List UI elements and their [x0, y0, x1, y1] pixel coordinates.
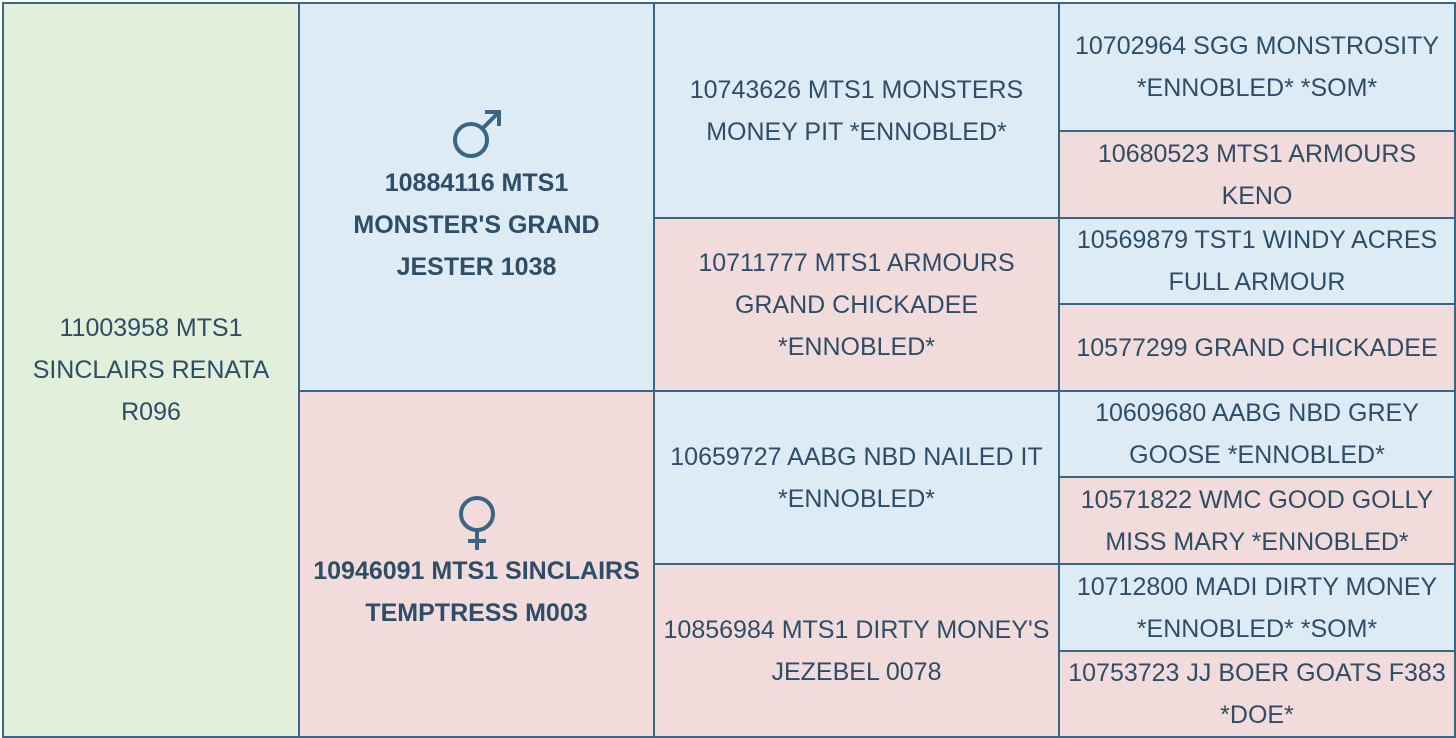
sire-cell: 10884116 MTS1 MONSTER'S GRAND JESTER 103… — [298, 2, 655, 392]
great-grandparent-name: 10702964 SGG MONSTROSITY *ENNOBLED* *SOM… — [1074, 32, 1440, 102]
female-symbol — [458, 496, 495, 550]
grandparent-cell: 10856984 MTS1 DIRTY MONEY'S JEZEBEL 0078 — [653, 563, 1060, 738]
great-grandparent-name: 10577299 GRAND CHICKADEE — [1076, 333, 1438, 362]
sire-name: 10884116 MTS1 MONSTER'S GRAND JESTER 103… — [353, 169, 600, 281]
great-grandparent-name: 10712800 MADI DIRTY MONEY *ENNOBLED* *SO… — [1076, 572, 1438, 643]
grandparent-name: 10743626 MTS1 MONSTERS MONEY PIT *ENNOBL… — [689, 75, 1024, 146]
great-grandparent-name: 10569879 TST1 WINDY ACRES FULL ARMOUR — [1076, 226, 1438, 296]
great-grandparent-cell: 10569879 TST1 WINDY ACRES FULL ARMOUR — [1058, 217, 1456, 305]
great-grandparent-cell: 10571822 WMC GOOD GOLLY MISS MARY *ENNOB… — [1058, 476, 1456, 565]
great-grandparent-name: 10609680 AABG NBD GREY GOOSE *ENNOBLED* — [1095, 399, 1419, 469]
great-grandparent-cell: 10702964 SGG MONSTROSITY *ENNOBLED* *SOM… — [1058, 2, 1456, 132]
grandparent-name: 10659727 AABG NBD NAILED IT *ENNOBLED* — [670, 442, 1043, 513]
great-grandparent-name: 10571822 WMC GOOD GOLLY MISS MARY *ENNOB… — [1080, 485, 1434, 556]
great-grandparent-name: 10753723 JJ BOER GOATS F383 *DOE* — [1068, 659, 1446, 729]
great-grandparent-name: 10680523 MTS1 ARMOURS KENO — [1097, 139, 1417, 210]
grandparent-cell: 10743626 MTS1 MONSTERS MONEY PIT *ENNOBL… — [653, 2, 1060, 219]
great-grandparent-cell: 10680523 MTS1 ARMOURS KENO — [1058, 130, 1456, 219]
great-grandparent-cell: 10577299 GRAND CHICKADEE — [1058, 303, 1456, 392]
male-symbol — [452, 110, 501, 158]
grandparent-cell: 10711777 MTS1 ARMOURS GRAND CHICKADEE *E… — [653, 217, 1060, 392]
great-grandparent-cell: 10712800 MADI DIRTY MONEY *ENNOBLED* *SO… — [1058, 563, 1456, 652]
subject-name: 11003958 MTS1 SINCLAIRS RENATA R096 — [32, 314, 270, 426]
grandparent-cell: 10659727 AABG NBD NAILED IT *ENNOBLED* — [653, 390, 1060, 565]
dam-cell: 10946091 MTS1 SINCLAIRS TEMPTRESS M003 — [298, 390, 655, 738]
great-grandparent-cell: 10609680 AABG NBD GREY GOOSE *ENNOBLED* — [1058, 390, 1456, 478]
great-grandparent-cell: 10753723 JJ BOER GOATS F383 *DOE* — [1058, 650, 1456, 738]
subject-cell: 11003958 MTS1 SINCLAIRS RENATA R096 — [2, 2, 300, 738]
grandparent-name: 10856984 MTS1 DIRTY MONEY'S JEZEBEL 0078 — [663, 615, 1050, 686]
dam-name: 10946091 MTS1 SINCLAIRS TEMPTRESS M003 — [313, 557, 640, 627]
grandparent-name: 10711777 MTS1 ARMOURS GRAND CHICKADEE *E… — [698, 248, 1015, 361]
